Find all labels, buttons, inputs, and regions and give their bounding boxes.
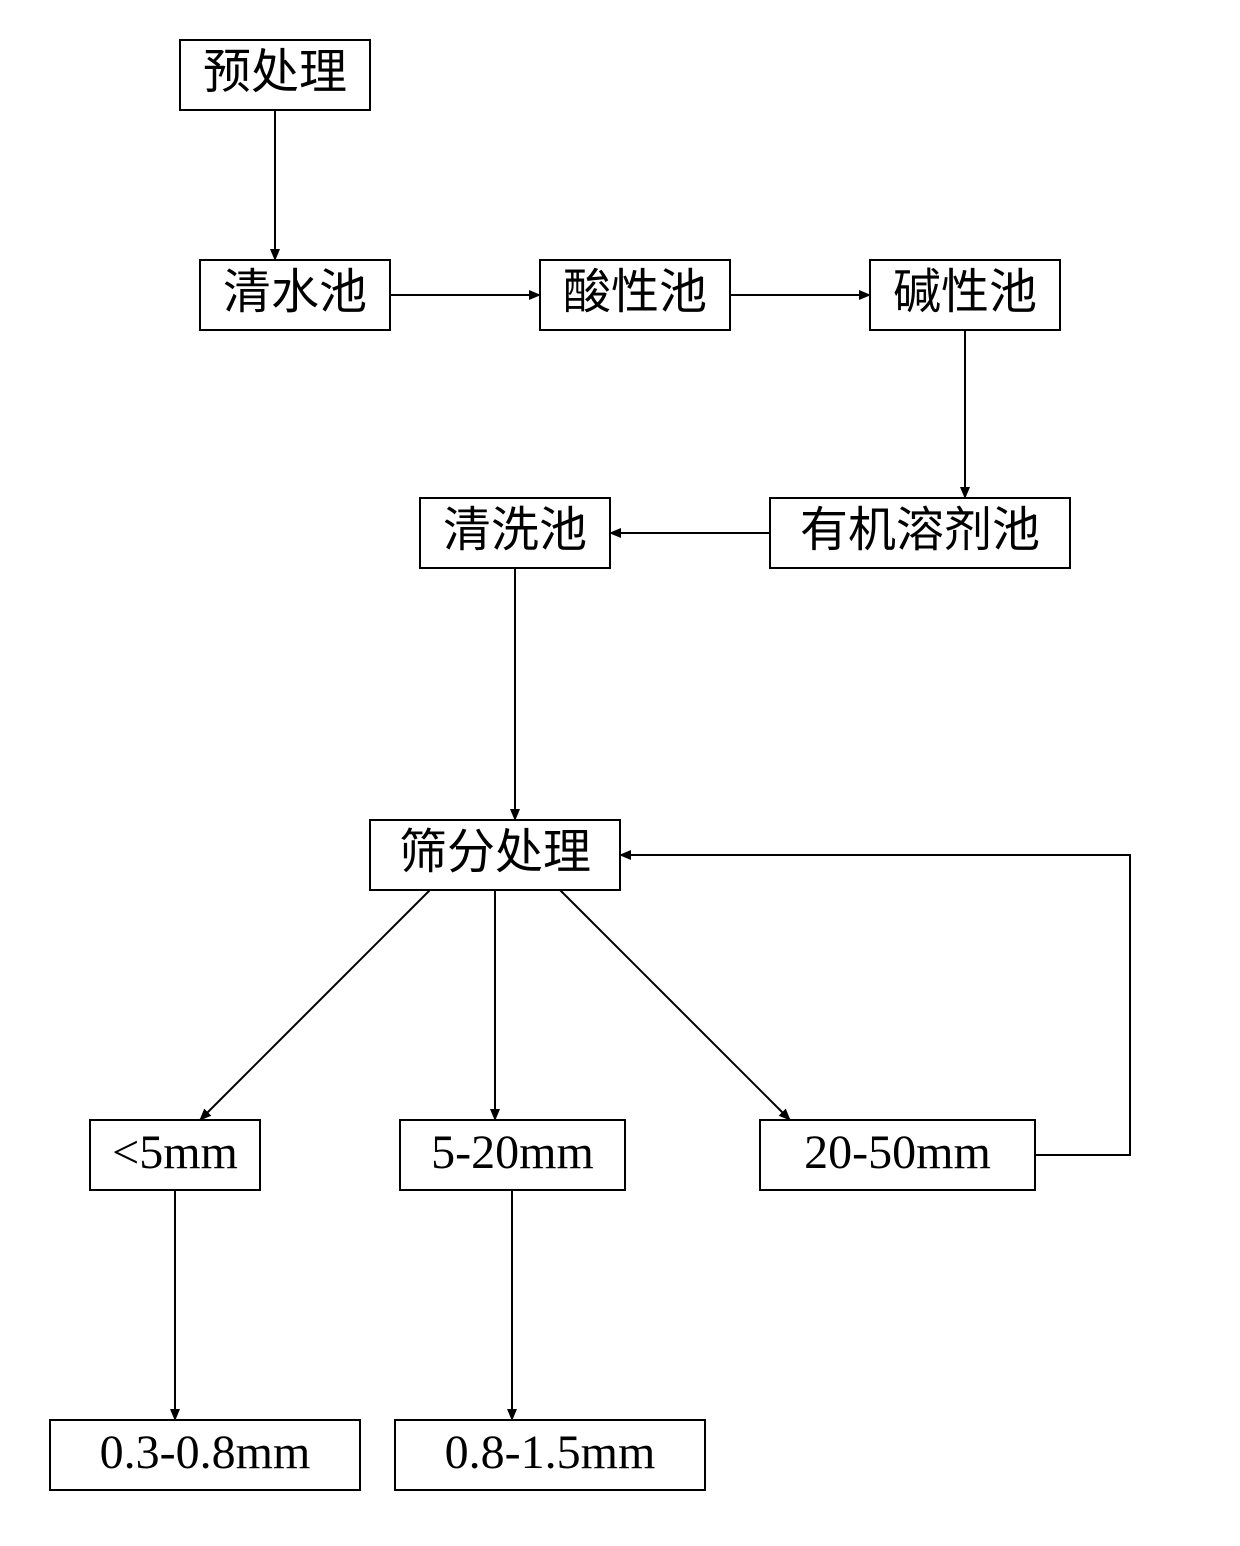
- node-label: 有机溶剂池: [800, 504, 1040, 557]
- node-n4: 碱性池: [870, 260, 1060, 330]
- node-n5: 有机溶剂池: [770, 498, 1070, 568]
- node-label: 20-50mm: [804, 1126, 991, 1179]
- node-label: 筛分处理: [399, 826, 591, 879]
- node-n3: 酸性池: [540, 260, 730, 330]
- node-n7: 筛分处理: [370, 820, 620, 890]
- node-n8: <5mm: [90, 1120, 260, 1190]
- node-label: 0.8-1.5mm: [445, 1426, 656, 1479]
- node-label: 清洗池: [443, 504, 587, 557]
- node-label: <5mm: [112, 1126, 238, 1179]
- process-flowchart: 预处理清水池 酸性池 碱性池有机溶剂池 清洗池筛分处理 <5mm 5-20mm 20-50m…: [0, 0, 1240, 1546]
- node-n1: 预处理: [180, 40, 370, 110]
- node-label: 预处理: [203, 46, 347, 99]
- node-n11: 0.3-0.8mm: [50, 1420, 360, 1490]
- edge-n7-n10: [560, 890, 790, 1120]
- node-n12: 0.8-1.5mm: [395, 1420, 705, 1490]
- node-n9: 5-20mm: [400, 1120, 625, 1190]
- node-n2: 清水池: [200, 260, 390, 330]
- nodes-layer: 预处理清水池 酸性池 碱性池有机溶剂池 清洗池筛分处理 <5mm 5-20mm 20-50m…: [50, 40, 1070, 1490]
- node-n6: 清洗池: [420, 498, 610, 568]
- node-label: 0.3-0.8mm: [100, 1426, 311, 1479]
- edge-n10-n7: [620, 855, 1130, 1155]
- node-n10: 20-50mm: [760, 1120, 1035, 1190]
- edge-n7-n8: [200, 890, 430, 1120]
- node-label: 清水池: [223, 266, 367, 319]
- node-label: 5-20mm: [431, 1126, 594, 1179]
- node-label: 酸性池: [563, 266, 707, 319]
- node-label: 碱性池: [893, 266, 1037, 319]
